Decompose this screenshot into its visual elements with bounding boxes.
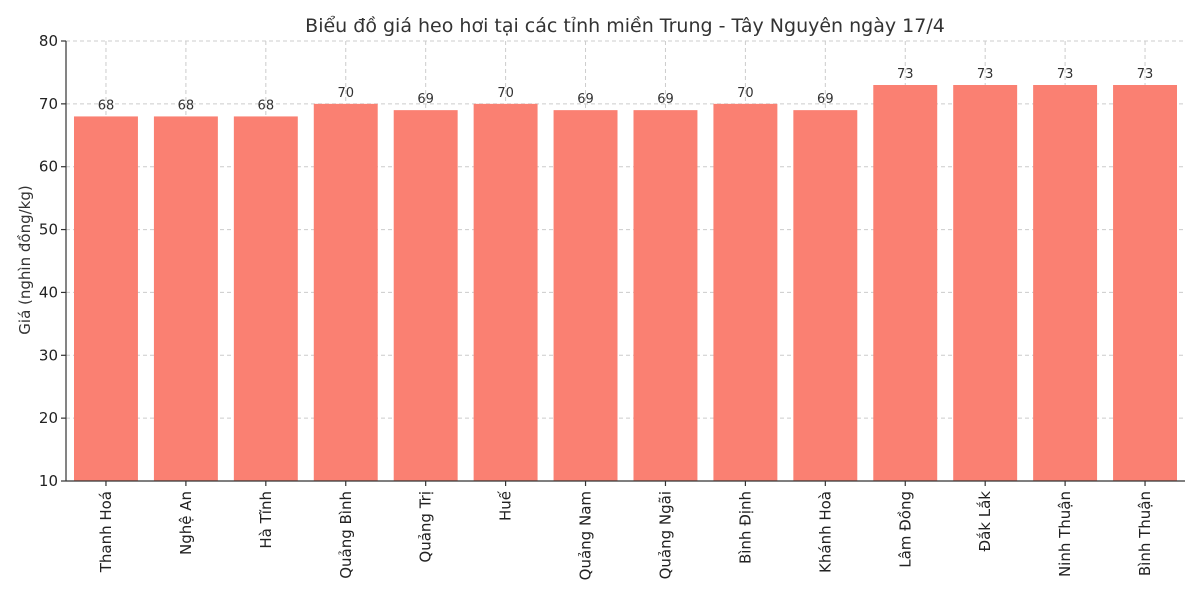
y-tick-label: 60 — [39, 158, 58, 176]
data-labels: 68 68 68 70 69 70 69 69 70 69 73 73 73 73 — [98, 67, 1154, 113]
bar-value-label: 69 — [577, 92, 594, 107]
bar-value-label: 70 — [737, 86, 754, 101]
y-axis-label: Giá (nghìn đồng/kg) — [16, 185, 34, 334]
y-tick-label: 50 — [39, 221, 58, 239]
x-tick-label: Thanh Hoá — [97, 491, 115, 573]
y-tick-label: 80 — [39, 32, 58, 50]
bar-value-label: 73 — [897, 67, 914, 82]
bar-value-label: 69 — [417, 92, 434, 107]
x-tick-label: Quảng Trị — [417, 491, 435, 563]
bar-value-label: 69 — [817, 92, 834, 107]
y-axis-ticks: 10 20 30 40 50 60 70 80 — [39, 32, 66, 490]
bar-value-label: 70 — [337, 86, 354, 101]
x-tick-label: Quảng Nam — [577, 491, 595, 580]
bar-value-label: 73 — [1137, 67, 1154, 82]
bar — [473, 103, 538, 481]
bar-value-label: 70 — [497, 86, 514, 101]
x-tick-label: Nghệ An — [177, 491, 195, 555]
bar-value-label: 68 — [178, 98, 195, 113]
bar — [393, 110, 458, 482]
bar-value-label: 68 — [98, 98, 115, 113]
chart-title: Biểu đồ giá heo hơi tại các tỉnh miền Tr… — [305, 15, 945, 37]
y-tick-label: 70 — [39, 95, 58, 113]
bar — [633, 110, 698, 482]
bar — [793, 110, 858, 482]
x-tick-label: Bình Định — [736, 491, 754, 564]
bar — [313, 103, 378, 481]
bars — [73, 85, 1178, 482]
bar — [233, 116, 298, 481]
bar — [713, 103, 778, 481]
x-tick-label: Huế — [497, 490, 515, 521]
bar — [953, 85, 1018, 481]
bar — [553, 110, 618, 482]
y-tick-label: 30 — [39, 346, 58, 364]
x-tick-label: Khánh Hoà — [816, 491, 834, 573]
x-tick-label: Lâm Đồng — [896, 491, 914, 568]
x-tick-label: Hà Tĩnh — [257, 491, 275, 549]
x-tick-label: Đắk Lắk — [976, 491, 994, 552]
y-tick-label: 40 — [39, 283, 58, 301]
bar — [873, 85, 938, 481]
bar — [1033, 85, 1098, 481]
bar-value-label: 68 — [258, 98, 275, 113]
bar-value-label: 69 — [657, 92, 674, 107]
y-tick-label: 20 — [39, 409, 58, 427]
x-tick-label: Ninh Thuận — [1056, 491, 1074, 577]
bar — [153, 116, 218, 481]
x-axis-ticks: Thanh Hoá Nghệ An Hà Tĩnh Quảng Bình Quảng T… — [97, 481, 1154, 580]
bar — [73, 116, 138, 481]
x-tick-label: Quảng Ngãi — [656, 491, 674, 579]
bar — [1113, 85, 1178, 481]
y-tick-label: 10 — [39, 472, 58, 490]
x-tick-label: Quảng Bình — [337, 491, 355, 579]
bar-value-label: 73 — [977, 67, 994, 82]
bar-value-label: 73 — [1057, 67, 1074, 82]
x-tick-label: Bình Thuận — [1136, 491, 1154, 576]
